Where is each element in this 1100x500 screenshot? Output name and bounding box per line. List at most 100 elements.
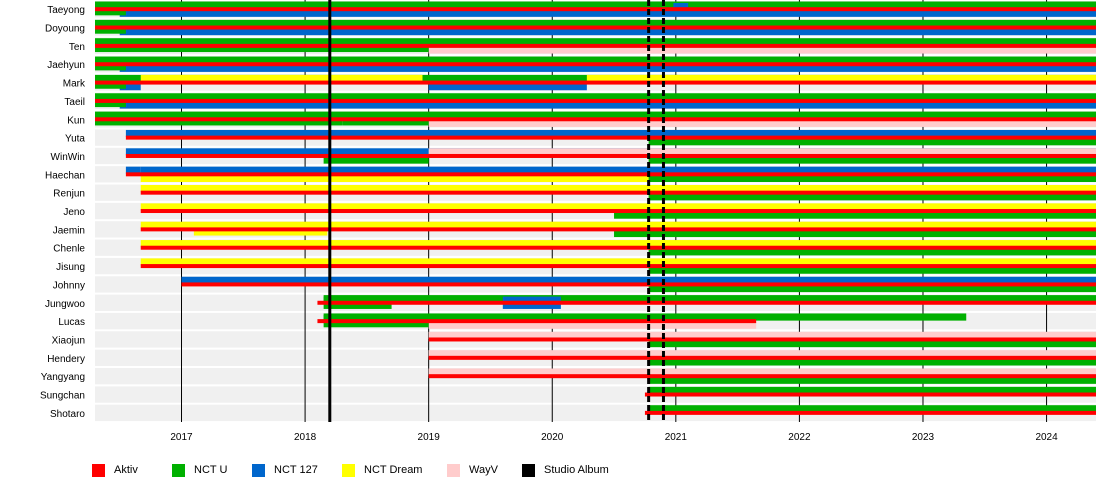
group-band (614, 229, 1096, 238)
active-line (95, 80, 1096, 85)
group-band (125, 166, 141, 174)
legend-label: Aktiv (114, 464, 138, 476)
group-band (428, 350, 1097, 358)
x-tick-label: 2018 (294, 432, 317, 443)
member-label: Shotaro (50, 409, 85, 420)
group-band (95, 19, 1096, 28)
group-band (648, 138, 1096, 146)
group-band (586, 74, 1096, 83)
active-line (125, 135, 1096, 140)
group-band (95, 38, 1096, 46)
group-band (140, 74, 423, 83)
member-label: Sungchan (40, 391, 85, 402)
legend-label: NCT U (194, 464, 228, 476)
legend-label: Studio Album (544, 464, 609, 476)
group-band (140, 221, 1097, 229)
group-band (140, 258, 1097, 266)
x-tick-label: 2021 (665, 432, 688, 443)
member-label: Ten (69, 42, 85, 53)
group-band (95, 1, 1096, 9)
legend-item: Aktiv (92, 462, 138, 478)
active-line (95, 43, 1096, 48)
group-band (648, 193, 1096, 201)
member-label: Jaehyun (47, 60, 85, 71)
album-lines (328, 0, 665, 423)
group-band (648, 358, 1096, 366)
legend-label: NCT 127 (274, 464, 318, 476)
legend-swatch (172, 463, 185, 477)
group-band (648, 386, 1096, 395)
member-labels: Taeyong Doyoung Ten Jaehyun Mark Taeil Kun Yuta… (40, 5, 86, 420)
legend-swatch (252, 463, 265, 477)
member-label: Xiaojun (52, 335, 85, 346)
group-band (140, 185, 1097, 193)
member-label: Jeno (63, 207, 85, 218)
group-band (323, 295, 1097, 303)
active-line (428, 337, 1097, 342)
active-line (95, 98, 1096, 103)
active-line (125, 172, 1096, 177)
legend-swatch (92, 463, 105, 477)
x-tick-label: 2019 (418, 432, 441, 443)
group-band (140, 174, 1097, 182)
legend-item: Studio Album (522, 462, 609, 478)
x-axis: 2017 2018 2019 2020 2021 2022 2023 2024 (170, 432, 1058, 443)
legend-swatch (342, 463, 355, 477)
group-band (140, 240, 1097, 248)
legend-item: NCT Dream (342, 462, 422, 478)
group-band (125, 129, 1096, 138)
group-band (181, 276, 1097, 284)
legend-label: WayV (469, 464, 498, 476)
active-line (95, 25, 1096, 30)
chart-legend: Aktiv NCT U NCT 127 NCT Dream WayV Studio Alb… (92, 462, 1092, 478)
member-label: Hendery (47, 354, 85, 365)
group-band (119, 101, 1096, 109)
member-label: Jungwoo (45, 299, 85, 310)
group-band (119, 28, 1096, 36)
legend-item: NCT 127 (252, 462, 318, 478)
group-band (648, 174, 1096, 182)
legend-swatch (447, 463, 460, 477)
legend-item: NCT U (172, 462, 227, 478)
group-band (648, 156, 1096, 164)
group-band (648, 248, 1096, 256)
legend-label: NCT Dream (364, 464, 423, 476)
member-label: Jisung (56, 262, 85, 273)
legend-item: WayV (447, 462, 498, 478)
group-band (648, 339, 1096, 348)
member-label: Taeyong (47, 5, 85, 16)
legend-swatch (522, 463, 535, 477)
group-band (428, 321, 757, 329)
x-tick-label: 2017 (170, 432, 193, 443)
member-label: Johnny (53, 280, 85, 291)
group-band (428, 83, 587, 91)
active-line (644, 410, 1096, 415)
member-label: Yangyang (41, 372, 85, 383)
group-band (323, 313, 967, 321)
member-label: Mark (63, 79, 86, 90)
x-tick-label: 2024 (1035, 432, 1058, 443)
member-label: Kun (67, 115, 85, 126)
group-band (614, 211, 1096, 219)
active-line (140, 227, 1097, 232)
member-bars (95, 1, 1097, 415)
group-band (428, 148, 1097, 156)
active-line (181, 282, 1097, 287)
member-label: Doyoung (45, 24, 85, 35)
member-label: Lucas (58, 317, 85, 328)
member-label: WinWin (51, 152, 85, 163)
x-tick-label: 2022 (788, 432, 811, 443)
active-line (140, 190, 1097, 195)
active-line (95, 117, 1096, 122)
active-line (317, 319, 757, 324)
group-band (119, 83, 141, 91)
group-band (95, 111, 1096, 119)
active-line (140, 209, 1097, 214)
member-label: Taeil (64, 97, 85, 108)
active-line (644, 392, 1096, 397)
active-line (95, 62, 1096, 67)
x-tick-label: 2023 (912, 432, 935, 443)
member-label: Haechan (45, 170, 85, 181)
member-label: Renjun (53, 189, 85, 200)
